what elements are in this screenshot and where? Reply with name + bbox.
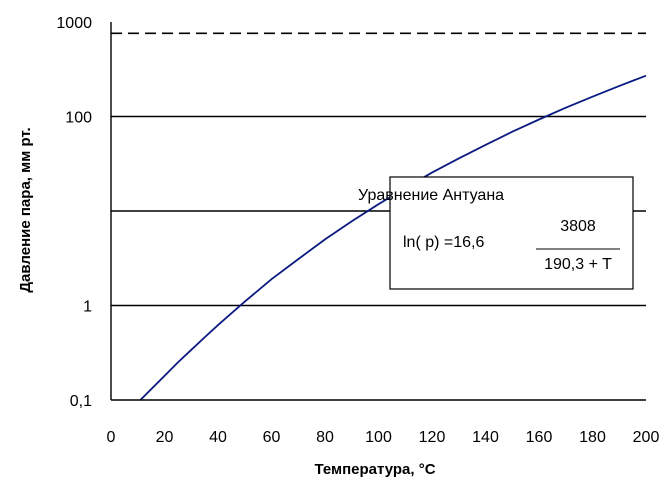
antoine-equation-box: Уравнение Антуана ln( p) =16,6 3808 190,…	[358, 176, 634, 290]
x-tick-label: 160	[526, 429, 553, 446]
axes	[110, 22, 646, 401]
x-tick-label: 40	[209, 429, 227, 446]
y-tick-label: 1	[83, 299, 92, 316]
y-axis-title: Давление пара, мм рт.	[17, 127, 34, 292]
series-line	[139, 74, 647, 401]
x-tick-labels: 0 20 40 60 80 100 120 140 160 180 200	[107, 429, 660, 446]
x-tick-label: 60	[263, 429, 281, 446]
x-tick-label: 120	[419, 429, 446, 446]
equation-numerator: 3808	[560, 218, 596, 235]
x-tick-label: 100	[365, 429, 392, 446]
y-tick-label: 100	[65, 110, 92, 127]
x-tick-label: 20	[156, 429, 174, 446]
y-tick-labels: 0,1 1 100 1000	[56, 15, 92, 410]
x-tick-label: 0	[107, 429, 116, 446]
x-tick-label: 80	[316, 429, 334, 446]
x-tick-label: 180	[579, 429, 606, 446]
x-axis-title: Температура, °С	[314, 461, 435, 478]
y-tick-label: 1000	[56, 15, 92, 32]
x-tick-label: 200	[633, 429, 660, 446]
equation-denominator: 190,3 + T	[544, 256, 612, 273]
equation-title: Уравнение Антуана	[358, 187, 504, 204]
y-tick-label: 0,1	[70, 393, 92, 410]
equation-lhs: ln( p) =16,6	[403, 234, 484, 251]
x-tick-label: 140	[472, 429, 499, 446]
